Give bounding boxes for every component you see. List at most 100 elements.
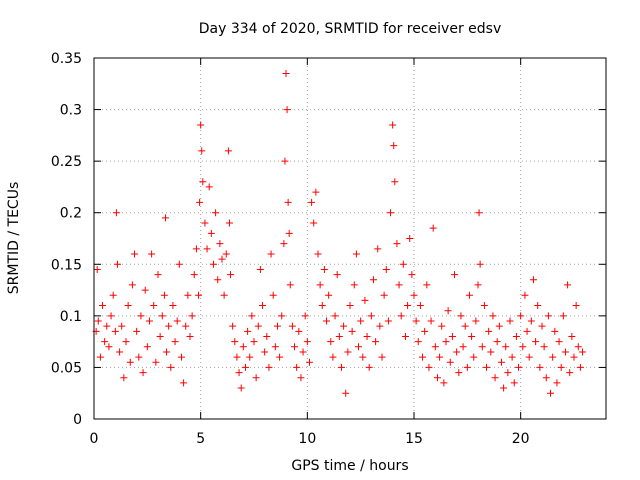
- data-point: [523, 327, 531, 335]
- data-point: [150, 302, 158, 310]
- data-point: [465, 291, 473, 299]
- data-point: [542, 374, 550, 382]
- data-point: [442, 338, 450, 346]
- data-point: [444, 307, 452, 315]
- data-point: [378, 353, 386, 361]
- data-point: [512, 332, 520, 340]
- data-point: [105, 343, 113, 351]
- data-point: [357, 317, 365, 325]
- data-point: [250, 338, 258, 346]
- data-point: [401, 332, 409, 340]
- y-tick-label: 0.05: [51, 360, 82, 376]
- data-point: [574, 343, 582, 351]
- data-point: [337, 363, 345, 371]
- data-point: [288, 322, 296, 330]
- data-point: [493, 338, 501, 346]
- data-point: [497, 358, 505, 366]
- data-point: [214, 276, 222, 284]
- y-tick-label: 0.25: [51, 154, 82, 170]
- y-tick-label: 0.1: [60, 309, 82, 325]
- data-point: [284, 198, 292, 206]
- data-point: [408, 271, 416, 279]
- data-point: [139, 369, 147, 377]
- data-point: [281, 157, 289, 165]
- data-point: [297, 374, 305, 382]
- data-point: [283, 106, 291, 114]
- data-point: [116, 348, 124, 356]
- data-point: [393, 240, 401, 248]
- data-point: [175, 260, 183, 268]
- data-point: [299, 348, 307, 356]
- data-point: [540, 343, 548, 351]
- data-point: [308, 198, 316, 206]
- data-point: [186, 332, 194, 340]
- data-point: [414, 338, 422, 346]
- data-point: [111, 327, 119, 335]
- data-point: [438, 322, 446, 330]
- data-point: [314, 250, 322, 258]
- data-point: [423, 281, 431, 289]
- data-point: [261, 348, 269, 356]
- data-point: [374, 245, 382, 253]
- data-point: [161, 214, 169, 222]
- data-point: [536, 363, 544, 371]
- axis-ticks: [93, 57, 606, 420]
- y-tick-labels: 0 0.05 0.1 0.15 0.2 0.25 0.3 0.35: [51, 51, 82, 428]
- data-point: [195, 291, 203, 299]
- data-point: [160, 291, 168, 299]
- data-point: [331, 312, 339, 320]
- data-point: [579, 348, 587, 356]
- data-point: [429, 224, 437, 232]
- data-point: [359, 353, 367, 361]
- data-point: [491, 374, 499, 382]
- data-point: [380, 291, 388, 299]
- data-point: [566, 369, 574, 377]
- data-point: [285, 229, 293, 237]
- data-point: [280, 240, 288, 248]
- data-point: [120, 374, 128, 382]
- data-point: [561, 348, 569, 356]
- data-point: [480, 302, 488, 310]
- data-point: [282, 69, 290, 77]
- data-point: [198, 147, 206, 155]
- data-point: [278, 312, 286, 320]
- data-point: [248, 312, 256, 320]
- data-point: [555, 338, 563, 346]
- data-point: [173, 317, 181, 325]
- data-point: [293, 363, 301, 371]
- data-point: [538, 322, 546, 330]
- data-point: [404, 302, 412, 310]
- data-point: [271, 343, 279, 351]
- data-point: [457, 312, 465, 320]
- data-point: [525, 353, 533, 361]
- data-point: [453, 348, 461, 356]
- data-point: [425, 363, 433, 371]
- data-point: [557, 363, 565, 371]
- data-point: [205, 183, 213, 191]
- data-point: [301, 312, 309, 320]
- data-point: [169, 302, 177, 310]
- data-points: [92, 69, 587, 397]
- data-point: [446, 358, 454, 366]
- data-point: [256, 265, 264, 273]
- data-point: [273, 322, 281, 330]
- data-point: [487, 348, 495, 356]
- data-point: [135, 353, 143, 361]
- data-point: [459, 343, 467, 351]
- data-point: [276, 353, 284, 361]
- data-point: [220, 291, 228, 299]
- x-tick-label: 15: [405, 431, 423, 447]
- data-point: [312, 188, 320, 196]
- data-point: [244, 327, 252, 335]
- data-point: [316, 281, 324, 289]
- x-tick-label: 5: [196, 431, 205, 447]
- data-point: [559, 312, 567, 320]
- data-point: [572, 302, 580, 310]
- data-point: [340, 322, 348, 330]
- data-point: [463, 363, 471, 371]
- x-tick-label: 10: [298, 431, 316, 447]
- data-point: [448, 332, 456, 340]
- data-point: [515, 363, 523, 371]
- data-point: [113, 260, 121, 268]
- data-point: [246, 353, 254, 361]
